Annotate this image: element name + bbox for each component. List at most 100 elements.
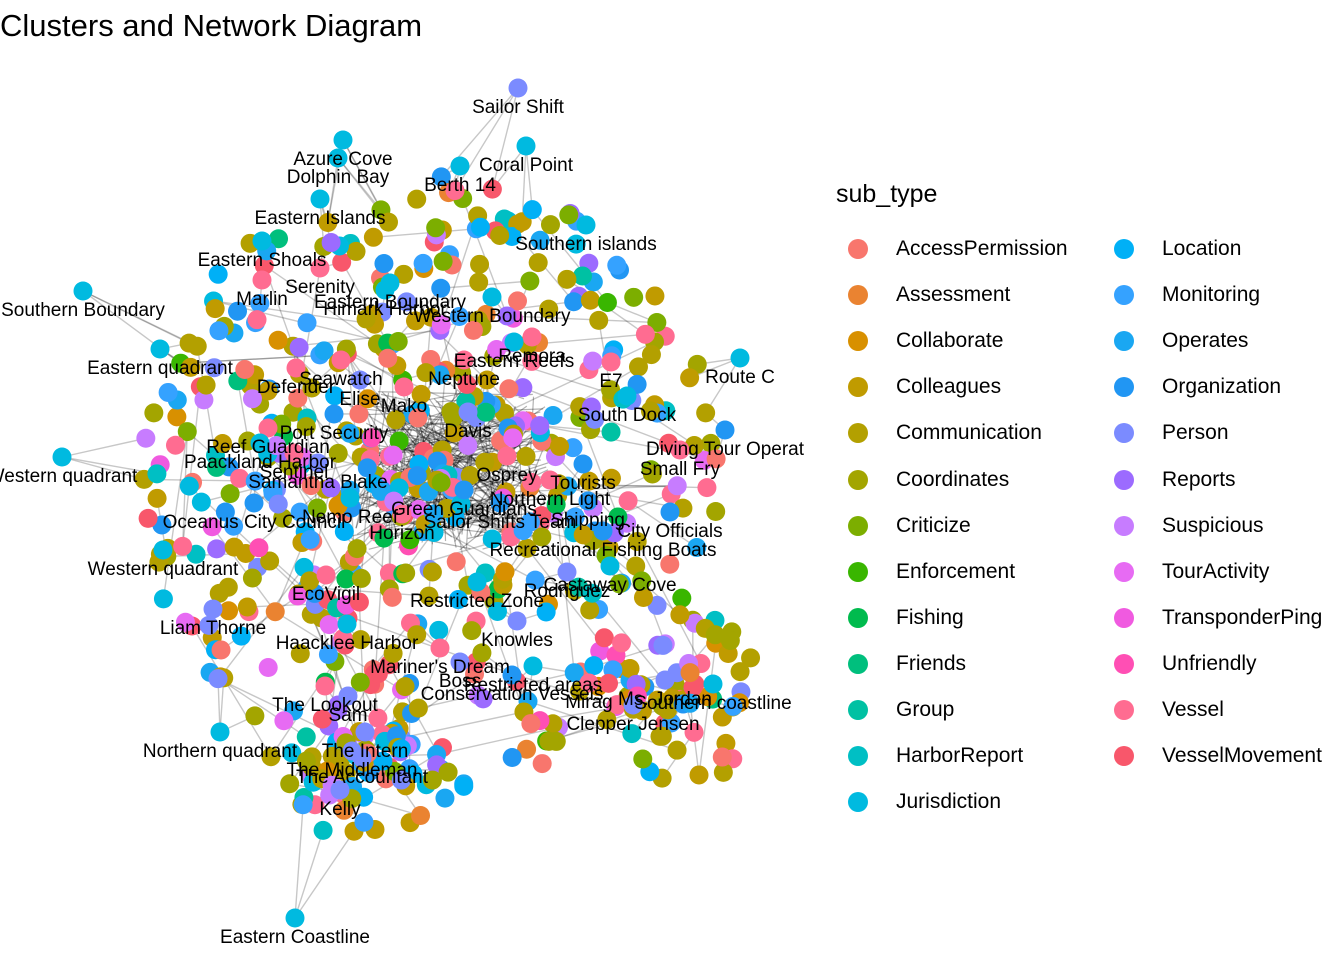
network-node: [609, 574, 629, 594]
network-edge: [698, 643, 717, 776]
network-node: [701, 433, 721, 453]
network-node: [207, 539, 227, 559]
network-node: [446, 552, 466, 572]
network-node: [224, 537, 244, 557]
network-node-labeled: [458, 402, 478, 422]
node-label: Berth 14: [424, 175, 496, 196]
node-label: The Middleman: [287, 760, 418, 781]
network-edge: [82, 290, 190, 344]
network-node: [334, 521, 354, 541]
network-node: [741, 648, 761, 668]
network-node: [383, 643, 403, 663]
network-node: [684, 722, 704, 742]
node-label: Sailor Shift: [472, 97, 565, 118]
network-node: [640, 401, 660, 421]
network-node: [321, 233, 341, 253]
network-node: [354, 812, 374, 832]
network-node: [356, 309, 376, 329]
network-edge: [507, 315, 657, 324]
node-label: Green Guardians: [391, 499, 537, 520]
network-node: [300, 529, 320, 549]
legend-label: Assessment: [896, 283, 1011, 307]
network-node: [220, 484, 240, 504]
network-node: [312, 709, 332, 729]
network-edge: [191, 625, 272, 758]
legend-label: Reports: [1162, 467, 1236, 491]
network-node: [332, 252, 352, 272]
network-node: [228, 301, 248, 321]
network-node: [207, 457, 227, 477]
network-node: [658, 700, 678, 720]
network-node-labeled: [703, 674, 723, 694]
network-node: [508, 291, 528, 311]
network-node: [313, 820, 333, 840]
network-node: [520, 271, 540, 291]
network-node: [300, 571, 320, 591]
network-edge: [342, 139, 382, 211]
network-node: [680, 368, 700, 388]
network-edge: [451, 342, 540, 491]
network-node: [328, 443, 348, 463]
network-node: [539, 731, 559, 751]
network-node: [705, 625, 725, 645]
network-edge: [358, 602, 366, 736]
legend-swatch: [1114, 561, 1134, 582]
network-edge: [373, 538, 385, 685]
node-label: Northern Light: [490, 489, 611, 510]
network-node: [589, 310, 609, 330]
network-node: [407, 189, 427, 209]
network-node-labeled: [467, 572, 487, 592]
network-node: [296, 727, 316, 747]
node-label: Western quadrant: [88, 559, 239, 580]
network-node: [349, 592, 369, 612]
node-label: Defender: [257, 377, 336, 398]
legend-item: Colleagues: [836, 372, 1001, 402]
network-node: [458, 435, 478, 455]
network-node: [490, 225, 510, 245]
legend-swatch: [848, 469, 868, 490]
node-label: Osprey: [476, 465, 538, 486]
network-node: [321, 478, 341, 498]
legend-label: Group: [896, 698, 955, 721]
network-edge: [337, 157, 382, 211]
network-node-labeled: [578, 491, 598, 511]
legend-swatch: [848, 792, 868, 813]
legend-label: VesselMovement: [1162, 744, 1322, 768]
network-node-labeled: [623, 695, 643, 715]
network-node: [165, 435, 185, 455]
node-label: Liam Thorne: [160, 618, 266, 639]
node-label: Reef Guardian: [206, 437, 330, 458]
legend-label: Friends: [896, 651, 967, 675]
network-edge: [327, 157, 339, 223]
node-label: Port Security: [280, 423, 389, 444]
network-node: [487, 601, 507, 621]
network-node: [499, 379, 519, 399]
legend-swatch: [1114, 377, 1134, 398]
network-node: [431, 167, 451, 187]
network-node-labeled: [203, 599, 223, 619]
network-node: [457, 374, 477, 394]
legend-swatch: [1114, 239, 1134, 259]
network-node-labeled: [328, 148, 348, 168]
network-node: [601, 422, 621, 442]
network-node: [322, 746, 342, 766]
network-node: [288, 388, 308, 408]
legend-swatch: [1114, 285, 1134, 306]
legend-swatch: [848, 423, 868, 444]
node-label: Eastern Boundary: [314, 292, 467, 313]
network-edge: [82, 290, 198, 347]
network-node: [249, 538, 269, 558]
network-node-labeled: [310, 189, 330, 209]
network-node: [433, 251, 453, 271]
node-label: Shipping: [551, 510, 625, 531]
network-node: [687, 538, 707, 558]
node-label: Castaway Cove: [543, 575, 676, 596]
legend-label: TransponderPing: [1162, 605, 1323, 629]
legend-swatch: [848, 607, 868, 628]
network-node: [525, 570, 545, 590]
network-node: [564, 292, 584, 312]
legend-item: Assessment: [836, 280, 1010, 310]
network-node: [624, 287, 644, 307]
network-edge: [294, 830, 355, 919]
page-title: Clusters and Network Diagram: [0, 8, 423, 43]
